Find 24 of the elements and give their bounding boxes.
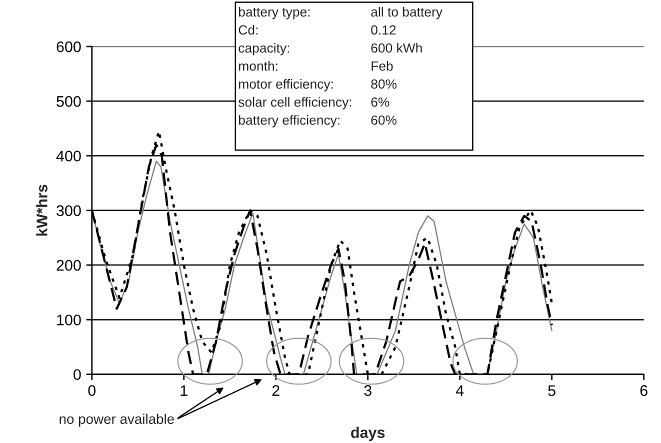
y-tick-label: 100 xyxy=(57,314,81,326)
x-tick-label: 1 xyxy=(180,385,188,396)
text: capacity: 600 kWh xyxy=(238,42,422,56)
text: battery type: all to battery xyxy=(238,6,442,20)
y-tick-label: 500 xyxy=(56,96,81,107)
x-tick-label: 3 xyxy=(364,385,372,396)
x-tick-label: 6 xyxy=(640,385,648,396)
text: solar cell efficiency: 6% xyxy=(238,97,390,110)
y-tick-label: 0 xyxy=(74,369,81,380)
x-tick-label: 2 xyxy=(272,385,280,396)
text: month: Feb xyxy=(239,61,393,71)
text: Cd: 0.12 xyxy=(238,24,396,35)
x-axis-title: days xyxy=(351,426,385,442)
y-tick-label: 600 xyxy=(56,41,81,52)
y-tick-label: 200 xyxy=(56,260,81,271)
x-tick-label: 4 xyxy=(456,385,464,396)
text: battery efficiency: 60% xyxy=(238,115,397,128)
y-tick-label: 300 xyxy=(56,205,81,216)
text: no power available xyxy=(60,414,174,427)
y-axis-title: kW*hrs xyxy=(36,184,48,236)
text: motor efficiency: 80% xyxy=(239,79,397,92)
x-tick-label: 5 xyxy=(548,385,556,396)
x-tick-label: 0 xyxy=(88,385,96,396)
y-tick-label: 400 xyxy=(56,150,81,162)
